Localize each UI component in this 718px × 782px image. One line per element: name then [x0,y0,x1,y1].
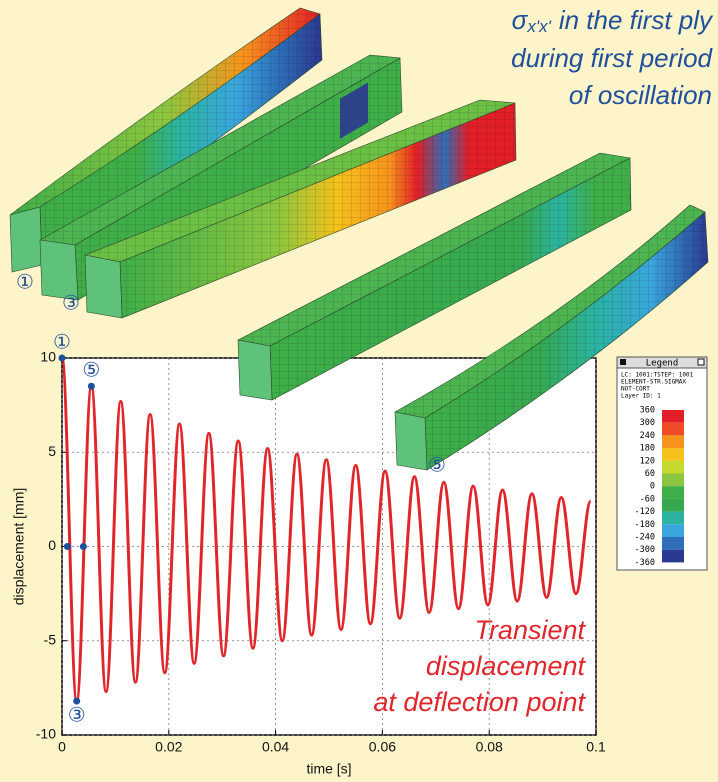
legend-level: -180 [635,520,655,530]
legend-level: -60 [640,494,655,504]
x-axis-label: time [s] [306,761,351,777]
beam-end [39,239,79,301]
beam [237,152,632,401]
beam-label: ⑤ [428,454,446,476]
beam-end [394,411,428,471]
x-tick-label: 0.04 [262,739,289,755]
beam-label: ③ [62,292,80,314]
line [60,356,593,703]
legend-level: -300 [635,545,655,555]
legend-icon [620,359,626,365]
legend-level: 300 [640,418,655,428]
annotation: displacement [426,651,587,681]
legend-header-text: LC: 1001:TSTEP: 1001 [621,372,694,379]
beam-end [84,254,123,319]
legend-swatch [662,524,684,537]
marker-label: ① [53,331,71,353]
legend-title: Legend [646,359,679,369]
y-axis-label: displacement [mm] [11,488,27,605]
beam [9,7,323,273]
legend-level: 60 [645,469,655,479]
legend-level: -240 [635,533,655,543]
beam [83,99,517,319]
beam-mesh [10,8,322,272]
title-line: σx'x' in the first ply [512,5,714,37]
title-line: during first period [511,43,713,73]
legend-swatch [662,549,684,563]
x-tick-label: 0.08 [476,739,503,755]
x-tick-label: 0 [58,739,66,755]
legend-swatch [662,486,684,499]
marker-label: ③ [68,704,86,726]
marker [79,543,87,550]
beam-mesh [238,153,631,400]
marker [87,382,95,390]
title-text: in the first ply [559,5,714,35]
legend-level: 180 [640,444,655,454]
marker-label: ⑤ [82,360,100,382]
legend-swatch [662,498,684,512]
legend-icon [697,358,705,366]
y-tick-label: 0 [48,537,56,553]
legend-swatch [662,410,684,423]
beam-mesh [395,205,708,470]
legend-swatch [662,511,684,525]
y-tick-label: 5 [48,443,56,459]
marker [73,697,81,705]
beam-end [9,206,43,273]
legend-header-text: NOT-CORT [621,386,650,393]
legend-swatch [662,435,684,449]
beam-end [237,339,273,401]
beam-mesh [85,100,516,318]
x-tick-label: 0.1 [586,739,606,755]
legend-swatch [662,537,684,550]
legend-swatch [662,448,684,461]
subscript: x'x' [526,17,551,36]
x-tick-label: 0.02 [155,739,182,755]
symbol: σ [512,5,529,35]
title-line: of oscillation [569,80,712,110]
legend-level: -120 [635,507,655,517]
x-tick-label: 0.06 [369,739,396,755]
legend-swatch [662,460,684,474]
legend: Legend LC: 1001:TSTEP: 1001ELEMENT-STR.S… [616,356,708,571]
legend-header-text: Layer ID: 1 [621,393,661,400]
annotation: Transient [474,615,586,645]
legend-header [616,356,708,369]
chart: 0 0.02 0.04 0.06 0.08 0.1 -10 -5 0 5 10 time [s] dis… [11,331,606,776]
title: σx'x' in the first ply during first perio… [511,5,714,110]
legend-swatch [662,422,684,436]
annotation: at deflection point [373,687,586,717]
beam-patch [340,82,368,139]
y-tick-label: -10 [36,726,56,742]
legend-level: 360 [640,406,655,416]
legend-swatch [662,473,684,487]
legend-header-text: ELEMENT-STR.SIGMAX [621,379,686,386]
legend-level: 0 [650,482,655,492]
legend-level: 240 [640,431,655,441]
legend-level: -360 [635,558,655,568]
beam-label: ① [16,271,34,293]
legend-level: 120 [640,456,655,466]
marker [58,354,66,362]
marker [63,543,71,550]
y-tick-label: 10 [40,349,56,365]
y-tick-label: -5 [44,631,57,647]
beam [394,204,709,471]
